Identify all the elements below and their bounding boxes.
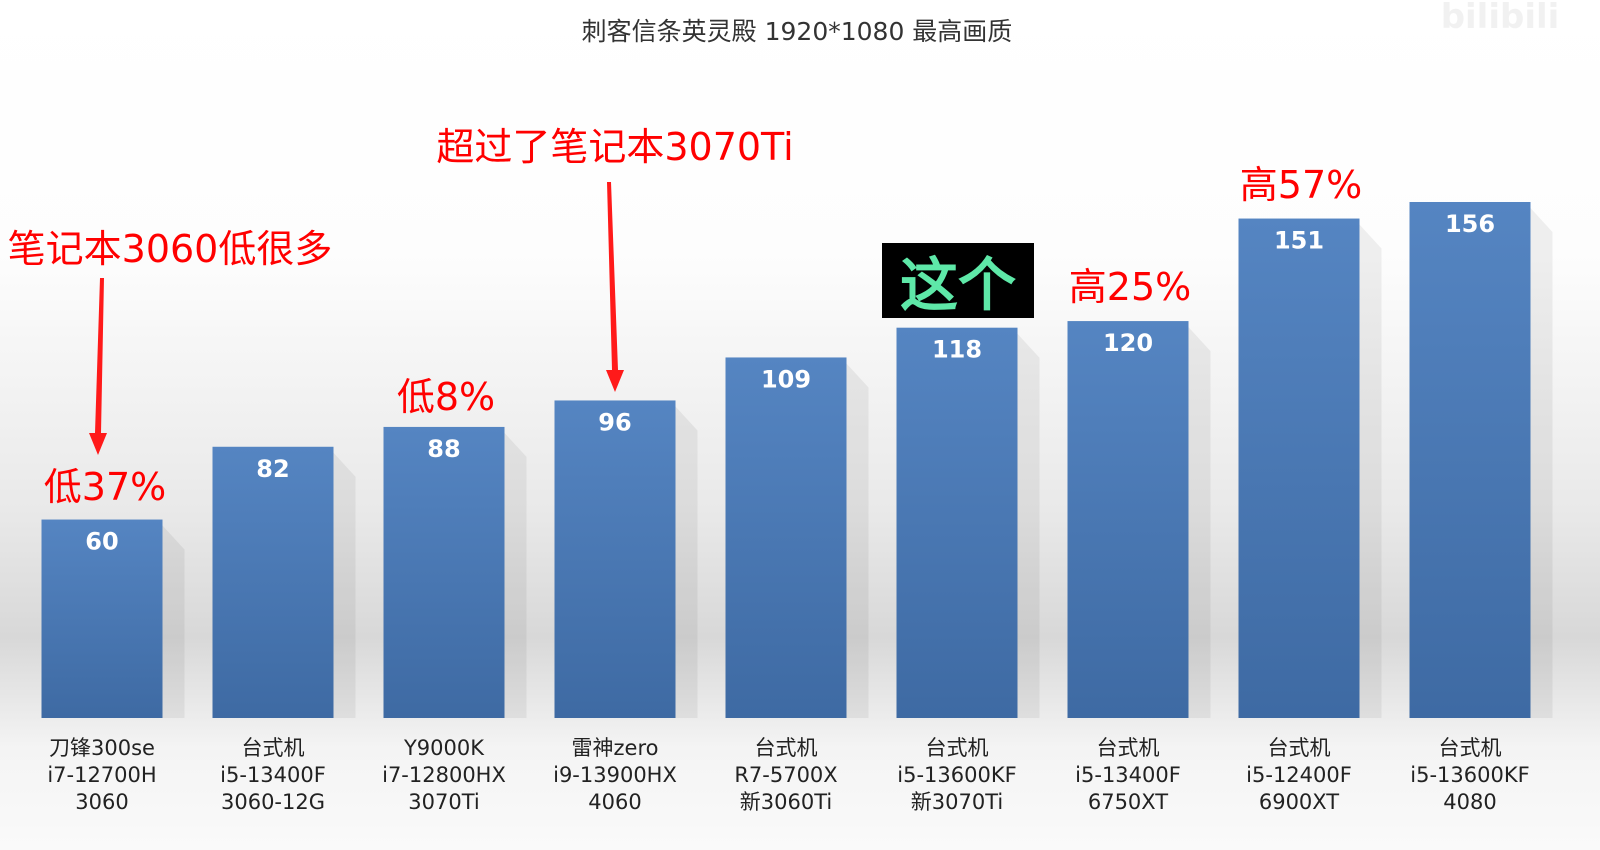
bar-shadow xyxy=(504,432,527,718)
watermark-logo: bilibili xyxy=(1441,0,1560,37)
data-label: 156 xyxy=(1445,210,1495,238)
bar-shadow xyxy=(1017,333,1040,718)
category-label: i5-13600KF xyxy=(897,763,1016,787)
category-label: 台式机 xyxy=(926,736,989,760)
category-label: 3060-12G xyxy=(221,790,325,814)
data-label: 60 xyxy=(85,528,118,556)
data-label: 151 xyxy=(1274,227,1324,255)
category-label: 台式机 xyxy=(1439,736,1502,760)
annotation-text: 低8% xyxy=(397,375,495,419)
category-label: 新3060Ti xyxy=(740,790,832,814)
arrow-icon xyxy=(606,182,624,392)
bar xyxy=(1238,218,1360,719)
data-label: 88 xyxy=(427,435,460,463)
category-label: 雷神zero xyxy=(572,736,659,760)
annotation-box xyxy=(882,243,1034,318)
chart-title: 刺客信条英灵殿 1920*1080 最高画质 xyxy=(582,17,1013,46)
data-label: 109 xyxy=(761,365,811,393)
category-label: 3060 xyxy=(75,790,128,814)
bar-shadow xyxy=(333,452,356,718)
arrow-icon xyxy=(89,278,107,455)
bar-shadow xyxy=(162,525,185,718)
data-label: 118 xyxy=(932,336,982,364)
annotation-text: 笔记本3060低很多 xyxy=(8,227,333,271)
data-label: 96 xyxy=(598,408,631,436)
bar xyxy=(896,327,1018,718)
annotation-text: 超过了笔记本3070Ti xyxy=(436,125,793,169)
annotation-text: 高25% xyxy=(1069,265,1191,309)
annotation-text: 低37% xyxy=(44,465,166,509)
bar-shadow xyxy=(1188,327,1211,718)
category-label: 台式机 xyxy=(755,736,818,760)
category-label: 6900XT xyxy=(1259,790,1339,814)
bar-shadow xyxy=(846,363,869,718)
category-label: R7-5700X xyxy=(734,763,837,787)
bar-shadow xyxy=(1359,224,1382,719)
category-label: 台式机 xyxy=(1268,736,1331,760)
bar xyxy=(41,519,163,718)
category-label: i5-13400F xyxy=(1075,763,1181,787)
category-label: 3070Ti xyxy=(408,790,479,814)
category-label: i7-12800HX xyxy=(382,763,506,787)
bar xyxy=(554,400,676,718)
category-label: 4060 xyxy=(588,790,641,814)
category-label: i5-13600KF xyxy=(1410,763,1529,787)
category-label: 台式机 xyxy=(1097,736,1160,760)
category-label: 4080 xyxy=(1443,790,1496,814)
category-label: i5-13400F xyxy=(220,763,326,787)
category-label: Y9000K xyxy=(403,736,485,760)
data-label: 120 xyxy=(1103,329,1153,357)
bar-shadow xyxy=(1530,208,1553,718)
annotation-text: 高57% xyxy=(1240,163,1362,207)
category-label: i5-12400F xyxy=(1246,763,1352,787)
bar-shadow xyxy=(675,406,698,718)
category-label: 新3070Ti xyxy=(911,790,1003,814)
data-label: 82 xyxy=(256,455,289,483)
bar xyxy=(1067,321,1189,718)
category-label: i7-12700H xyxy=(47,763,156,787)
category-label: 6750XT xyxy=(1088,790,1168,814)
bar xyxy=(212,446,334,718)
category-label: 台式机 xyxy=(242,736,305,760)
bar xyxy=(1409,202,1531,718)
bar xyxy=(725,357,847,718)
bar xyxy=(383,426,505,718)
category-label: 刀锋300se xyxy=(49,736,155,760)
annotation-text: 这个 xyxy=(900,251,1016,319)
category-label: i9-13900HX xyxy=(553,763,677,787)
